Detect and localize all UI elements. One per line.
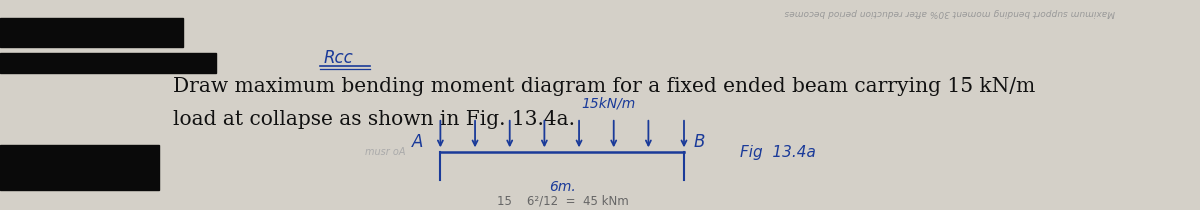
Text: Draw maximum bending moment diagram for a fixed ended beam carrying 15 kN/m: Draw maximum bending moment diagram for … xyxy=(173,77,1036,96)
Text: 15kN/m: 15kN/m xyxy=(581,96,635,110)
Text: 15    6²/12  =  45 kNm: 15 6²/12 = 45 kNm xyxy=(497,194,629,207)
Text: Fig  13.4a: Fig 13.4a xyxy=(740,145,816,160)
Text: Maximum support bending moment 30% after reduction period becomes: Maximum support bending moment 30% after… xyxy=(785,8,1115,17)
Text: 6m.: 6m. xyxy=(548,180,576,194)
Bar xyxy=(0,18,182,47)
Text: B: B xyxy=(694,133,704,151)
Text: A: A xyxy=(412,133,424,151)
Text: Rcc: Rcc xyxy=(323,49,353,67)
Bar xyxy=(0,145,160,190)
Text: load at collapse as shown in Fig. 13.4a.: load at collapse as shown in Fig. 13.4a. xyxy=(173,110,575,129)
Bar xyxy=(0,53,216,73)
Text: musr oA: musr oA xyxy=(366,147,406,157)
